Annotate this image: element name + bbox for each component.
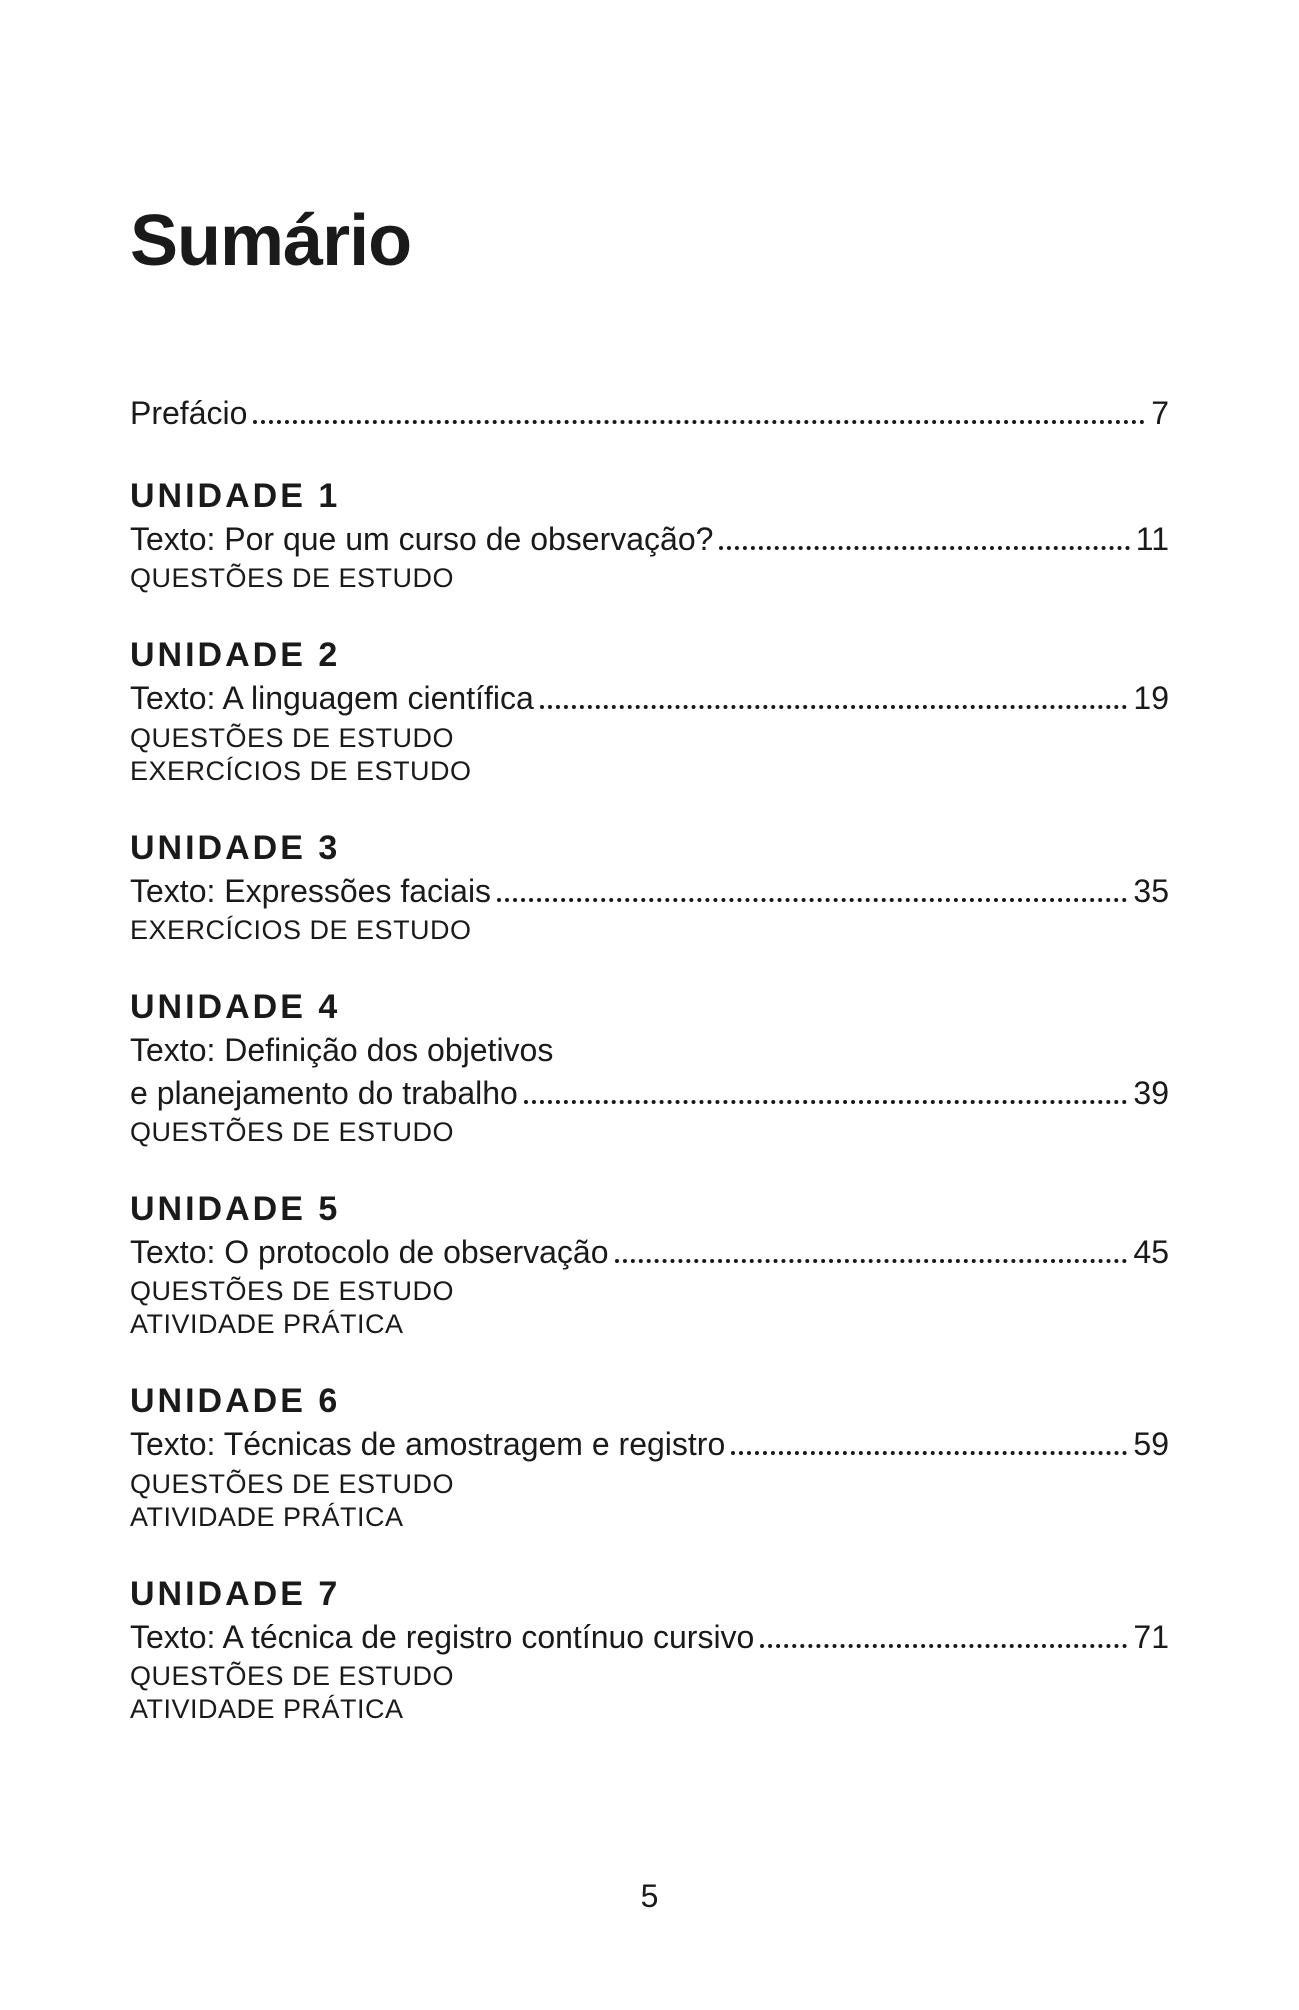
toc-entry-preface: Prefácio 7 — [130, 392, 1169, 435]
toc-label: e planejamento do trabalho — [130, 1072, 518, 1115]
toc-entry: Texto: O protocolo de observação 45 — [130, 1231, 1169, 1274]
toc-subitem: ATIVIDADE PRÁTICA — [130, 1502, 1169, 1533]
toc-unit: UNIDADE 3 Texto: Expressões faciais 35 E… — [130, 829, 1169, 946]
toc-page-number: 35 — [1133, 870, 1169, 913]
leader-dots — [731, 1433, 1127, 1455]
toc-label: Texto: Técnicas de amostragem e registro — [130, 1423, 725, 1466]
leader-dots — [253, 402, 1145, 424]
toc-page: Sumário Prefácio 7 UNIDADE 1 Texto: Por … — [0, 0, 1299, 1725]
toc-subitem: QUESTÕES DE ESTUDO — [130, 563, 1169, 594]
toc-entry: Texto: A linguagem científica 19 — [130, 677, 1169, 720]
toc-unit: UNIDADE 6 Texto: Técnicas de amostragem … — [130, 1382, 1169, 1532]
toc-subitem: QUESTÕES DE ESTUDO — [130, 1469, 1169, 1500]
page-footer-number: 5 — [0, 1878, 1299, 1915]
toc-subitem: ATIVIDADE PRÁTICA — [130, 1694, 1169, 1725]
toc-subitem: QUESTÕES DE ESTUDO — [130, 1117, 1169, 1148]
toc-label: Texto: A técnica de registro contínuo cu… — [130, 1616, 754, 1659]
unit-heading: UNIDADE 3 — [130, 829, 1169, 868]
unit-heading: UNIDADE 7 — [130, 1575, 1169, 1614]
toc-page-number: 11 — [1136, 518, 1169, 561]
toc-subitem: ATIVIDADE PRÁTICA — [130, 1309, 1169, 1340]
toc-label: Texto: Expressões faciais — [130, 870, 491, 913]
toc-unit: UNIDADE 1 Texto: Por que um curso de obs… — [130, 477, 1169, 594]
leader-dots — [719, 528, 1129, 550]
unit-heading: UNIDADE 6 — [130, 1382, 1169, 1421]
leader-dots — [497, 879, 1127, 901]
toc-entry: Texto: Por que um curso de observação? 1… — [130, 518, 1169, 561]
toc-label: Texto: Por que um curso de observação? — [130, 518, 713, 561]
toc-unit: UNIDADE 7 Texto: A técnica de registro c… — [130, 1575, 1169, 1725]
toc-entry: Texto: Expressões faciais 35 — [130, 870, 1169, 913]
leader-dots — [524, 1082, 1128, 1104]
toc-page-number: 71 — [1133, 1616, 1169, 1659]
leader-dots — [760, 1625, 1127, 1647]
toc-subitem: QUESTÕES DE ESTUDO — [130, 723, 1169, 754]
toc-unit: UNIDADE 4 Texto: Definição dos objetivos… — [130, 988, 1169, 1148]
toc-label: Prefácio — [130, 392, 247, 435]
unit-heading: UNIDADE 5 — [130, 1190, 1169, 1229]
toc-entry: Texto: A técnica de registro contínuo cu… — [130, 1616, 1169, 1659]
toc-entry: Texto: Técnicas de amostragem e registro… — [130, 1423, 1169, 1466]
toc-page-number: 7 — [1151, 392, 1169, 435]
toc-unit: UNIDADE 5 Texto: O protocolo de observaç… — [130, 1190, 1169, 1340]
toc-subitem: EXERCÍCIOS DE ESTUDO — [130, 915, 1169, 946]
toc-unit: UNIDADE 2 Texto: A linguagem científica … — [130, 636, 1169, 786]
toc-subitem: QUESTÕES DE ESTUDO — [130, 1276, 1169, 1307]
unit-heading: UNIDADE 2 — [130, 636, 1169, 675]
leader-dots — [540, 687, 1128, 709]
toc-page-number: 45 — [1133, 1231, 1169, 1274]
toc-page-number: 59 — [1133, 1423, 1169, 1466]
page-title: Sumário — [130, 200, 1169, 282]
toc-label-line1: Texto: Definição dos objetivos — [130, 1029, 1169, 1072]
leader-dots — [615, 1241, 1128, 1263]
unit-heading: UNIDADE 1 — [130, 477, 1169, 516]
unit-heading: UNIDADE 4 — [130, 988, 1169, 1027]
toc-subitem: EXERCÍCIOS DE ESTUDO — [130, 756, 1169, 787]
toc-label: Texto: A linguagem científica — [130, 677, 534, 720]
toc-page-number: 39 — [1133, 1072, 1169, 1115]
toc-page-number: 19 — [1133, 677, 1169, 720]
toc-label: Texto: O protocolo de observação — [130, 1231, 609, 1274]
toc-subitem: QUESTÕES DE ESTUDO — [130, 1661, 1169, 1692]
toc-entry: e planejamento do trabalho 39 — [130, 1072, 1169, 1115]
